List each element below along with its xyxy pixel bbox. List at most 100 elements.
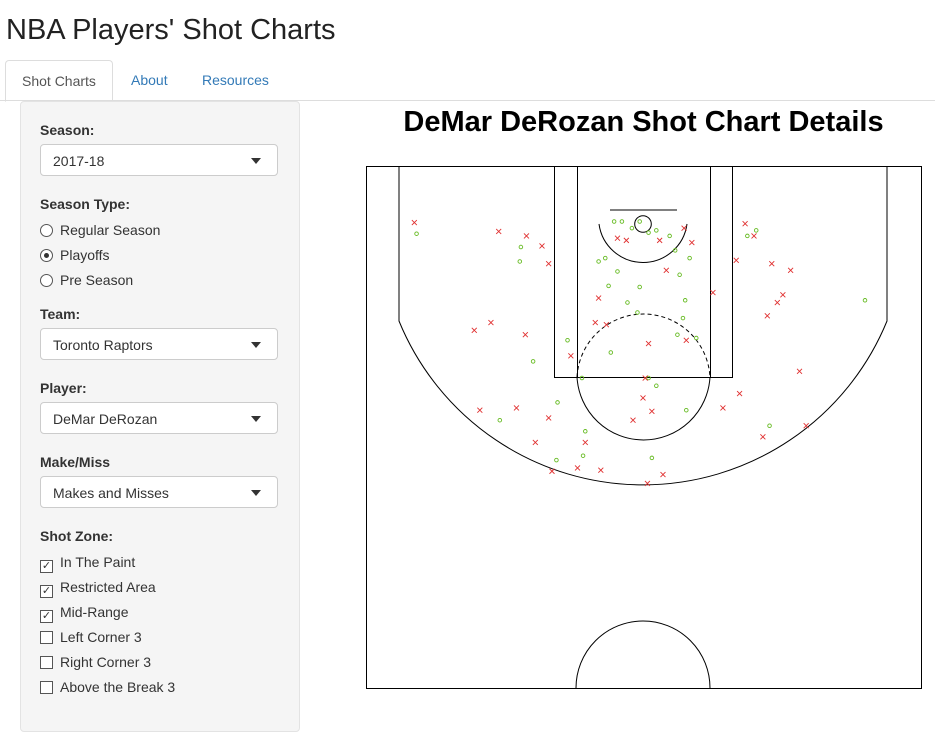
shot-make — [675, 332, 680, 337]
radio[interactable] — [40, 224, 53, 237]
shot-miss — [539, 243, 545, 249]
shot-miss — [736, 390, 743, 397]
shot-miss — [582, 439, 589, 446]
radio[interactable] — [40, 274, 53, 287]
shot-miss — [495, 228, 502, 235]
field-label: Team: — [40, 306, 81, 322]
shot-make — [414, 231, 419, 236]
shot-miss — [477, 407, 483, 414]
tab-line — [0, 100, 935, 101]
checkbox-option[interactable]: Right Corner 3 — [40, 652, 151, 672]
radio-option[interactable]: Regular Season — [40, 220, 160, 240]
shot-miss — [523, 233, 530, 239]
shot-make — [682, 298, 688, 303]
shot-make — [684, 407, 689, 413]
checkbox-label: Mid-Range — [60, 604, 129, 620]
checkbox-label: Right Corner 3 — [60, 654, 152, 670]
shot-make — [619, 219, 625, 224]
shot-miss — [592, 319, 599, 326]
three-point-line — [398, 166, 888, 486]
shot-miss — [595, 295, 602, 301]
checkbox-option[interactable]: Above the Break 3 — [40, 677, 175, 697]
ft-circle-top — [576, 313, 711, 378]
shot-make — [518, 244, 524, 250]
shot-miss — [733, 257, 740, 264]
app-title: NBA Players' Shot Charts — [6, 14, 336, 46]
tab[interactable]: Resources — [202, 72, 269, 88]
shot-miss — [663, 267, 670, 274]
shot-miss — [796, 368, 803, 375]
shot-make — [635, 310, 640, 315]
shot-miss — [751, 233, 757, 239]
select[interactable]: 2017-18 — [40, 144, 278, 176]
shot-make — [629, 225, 635, 231]
checkbox[interactable]: ✓ — [40, 585, 53, 598]
shot-miss — [681, 225, 687, 231]
shot-make — [646, 375, 651, 381]
shot-make — [580, 453, 586, 458]
shot-make — [745, 233, 750, 239]
checkbox-option[interactable]: ✓ Mid-Range — [40, 602, 129, 623]
checkbox[interactable] — [40, 681, 53, 694]
shot-make — [565, 338, 570, 343]
select[interactable]: Toronto Raptors — [40, 328, 278, 360]
shot-miss — [642, 375, 649, 381]
court-border — [366, 166, 922, 689]
shot-make — [615, 269, 620, 274]
shot-miss — [689, 239, 695, 246]
select[interactable]: DeMar DeRozan — [40, 402, 278, 434]
shot-miss — [603, 321, 610, 328]
shot-make — [579, 375, 585, 381]
paint-outer — [554, 166, 733, 378]
shot-make — [753, 228, 759, 233]
tab[interactable]: Shot Charts — [5, 60, 113, 102]
field-label: Season: — [40, 122, 95, 138]
shot-miss — [768, 260, 775, 267]
tab[interactable]: About — [131, 72, 168, 88]
shot-miss — [780, 291, 786, 298]
shot-make — [687, 255, 692, 261]
shot-miss — [660, 471, 666, 478]
shot-miss — [645, 340, 652, 347]
checkbox-option[interactable]: Left Corner 3 — [40, 627, 142, 647]
checkbox[interactable]: ✓ — [40, 610, 53, 623]
shot-make — [625, 300, 630, 305]
checkbox[interactable]: ✓ — [40, 560, 53, 573]
radio-option[interactable]: Playoffs — [40, 245, 110, 265]
checkbox-option[interactable]: ✓ Restricted Area — [40, 577, 156, 598]
shot-miss — [649, 408, 655, 415]
shot-make — [497, 417, 503, 423]
shot-miss — [513, 405, 520, 411]
shot-miss — [742, 220, 748, 227]
field-label: Make/Miss — [40, 454, 111, 470]
shot-miss — [656, 237, 663, 244]
select[interactable]: Makes and Misses — [40, 476, 278, 508]
shot-make — [654, 383, 659, 389]
shot-make — [603, 255, 608, 261]
shot-make — [608, 350, 614, 355]
shot-miss — [710, 289, 716, 296]
shot-miss — [623, 237, 630, 244]
shot-miss — [630, 417, 636, 424]
radio[interactable] — [40, 249, 53, 262]
shot-miss — [720, 405, 726, 411]
shot-make — [680, 315, 686, 321]
shot-miss — [574, 465, 581, 471]
hoop — [634, 215, 652, 233]
shot-make — [596, 259, 601, 264]
shot-miss — [532, 439, 539, 446]
shot-make — [654, 228, 659, 233]
radio-label: Pre Season — [60, 272, 134, 288]
checkbox[interactable] — [40, 656, 53, 669]
shot-miss — [644, 480, 651, 487]
shot-make — [667, 233, 672, 239]
shot-make — [672, 248, 678, 253]
shot-make — [517, 259, 523, 264]
checkbox[interactable] — [40, 631, 53, 644]
checkbox-option[interactable]: ✓ In The Paint — [40, 552, 135, 573]
shot-miss — [471, 327, 478, 334]
radio-option[interactable]: Pre Season — [40, 270, 133, 290]
field-label: Season Type: — [40, 196, 130, 212]
